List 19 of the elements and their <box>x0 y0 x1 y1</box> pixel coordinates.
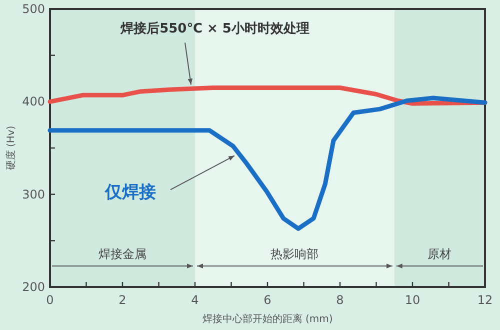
y-axis-title: 硬度 (Hv) <box>5 126 17 170</box>
y-tick-label: 200 <box>22 280 45 294</box>
x-tick-label: 2 <box>118 293 126 307</box>
y-tick-label: 400 <box>22 94 45 109</box>
band-label: 热影响部 <box>270 247 319 261</box>
x-tick-label: 8 <box>336 293 344 307</box>
x-axis-title: 焊接中心部开始的距离 (mm) <box>202 313 333 325</box>
band-label: 原材 <box>428 247 452 261</box>
annotation: 焊接后550℃ × 5小时时效处理 <box>120 20 310 37</box>
x-tick-label: 0 <box>46 293 54 307</box>
y-tick-label: 300 <box>22 187 45 202</box>
line-series <box>48 96 488 231</box>
x-tick-label: 6 <box>264 293 272 307</box>
x-tick-label: 4 <box>191 293 199 307</box>
x-tick-label: 10 <box>404 293 420 307</box>
y-tick-label: 500 <box>22 2 45 16</box>
annotation: 仅焊接 <box>104 182 156 203</box>
x-tick-label: 12 <box>477 293 493 307</box>
band-label: 焊接金属 <box>98 247 146 261</box>
